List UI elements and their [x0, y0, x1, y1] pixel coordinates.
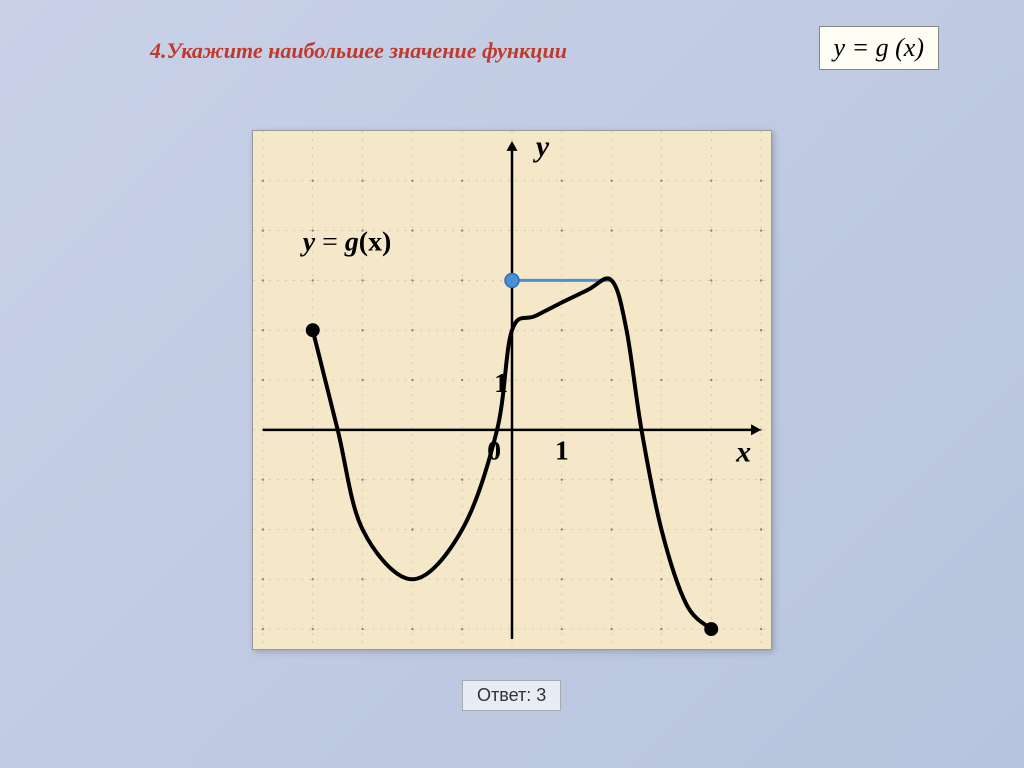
answer-label: Ответ:: [477, 685, 531, 705]
question-row: 4.Укажите наибольшее значение функции y …: [150, 38, 984, 64]
answer-value: 3: [536, 685, 546, 705]
svg-text:y: y: [533, 131, 550, 163]
answer-box: Ответ: 3: [462, 680, 561, 711]
question-body: Укажите наибольшее значение функции: [167, 38, 567, 63]
svg-text:x: x: [735, 436, 751, 469]
svg-text:1: 1: [494, 368, 508, 399]
labels-layer: y x 0 1 1 y = g(x): [300, 131, 751, 469]
chart-container: y x 0 1 1 y = g(x): [252, 130, 772, 650]
axes-layer: [263, 141, 761, 639]
formula-box: y = g (x): [819, 26, 939, 70]
chart-svg: y x 0 1 1 y = g(x): [253, 131, 771, 649]
question-number: 4.: [150, 38, 167, 63]
question-text: 4.Укажите наибольшее значение функции: [150, 38, 567, 64]
svg-text:0: 0: [487, 436, 501, 467]
svg-text:y = g(x): y = g(x): [300, 227, 391, 258]
svg-text:1: 1: [555, 436, 569, 467]
